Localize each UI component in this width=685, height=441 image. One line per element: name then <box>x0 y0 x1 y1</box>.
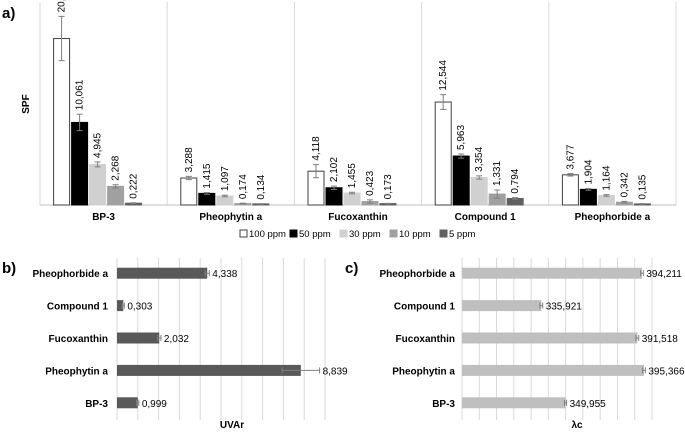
category-label-compound-1: Compound 1 <box>47 302 109 313</box>
panel-a-y-axis-title: SPF <box>21 94 32 113</box>
data-label: 0,173 <box>383 174 394 199</box>
data-label-pheophorbide-a: 4,338 <box>212 269 237 280</box>
data-label: 0,342 <box>619 172 630 197</box>
legend-swatch-100-ppm <box>239 229 248 238</box>
category-label-bp-3: BP-3 <box>85 399 108 410</box>
data-label: 1,455 <box>347 163 358 188</box>
data-label-pheophytin-a: 395,366 <box>648 366 685 377</box>
bar-bp-3-30-ppm <box>89 163 107 206</box>
data-label-bp-3: 349,955 <box>570 399 607 410</box>
data-label-compound-1: 335,921 <box>546 302 583 313</box>
bar-fucoxanthin <box>462 332 638 344</box>
legend-label-10-ppm: 10 ppm <box>399 229 431 240</box>
bar-pheophorbide-a <box>117 267 208 279</box>
category-label-pheophorbide-a: Pheophorbide a <box>575 212 651 223</box>
bar-pheophytin-a-30-ppm <box>216 195 234 206</box>
bar-bp-3-50-ppm <box>71 121 89 206</box>
legend-label-30-ppm: 30 ppm <box>349 229 381 240</box>
category-label-fucoxanthin: Fucoxanthin <box>396 334 455 345</box>
data-label: 2,102 <box>329 157 340 182</box>
legend-swatch-10-ppm <box>389 229 398 238</box>
bar-fucoxanthin-50-ppm <box>325 187 343 206</box>
bar-compound-1-100-ppm <box>434 101 452 206</box>
data-label: 2,268 <box>111 155 122 180</box>
data-label: 1,904 <box>583 159 594 184</box>
panel-a-label: a) <box>2 5 15 22</box>
bar-pheophytin-a <box>117 364 301 376</box>
data-label: 0,222 <box>129 173 140 198</box>
category-label-pheophytin-a: Pheophytin a <box>45 366 108 377</box>
legend-label-5-ppm: 5 ppm <box>449 229 475 240</box>
category-label-pheophorbide-a: Pheophorbide a <box>379 269 455 280</box>
data-label: 3,677 <box>565 144 576 169</box>
bar-pheophorbide-a <box>462 267 643 279</box>
bar-pheophorbide-a-30-ppm <box>597 194 615 206</box>
data-label-compound-1: 0,303 <box>127 302 152 313</box>
category-label-fucoxanthin: Fucoxanthin <box>328 212 387 223</box>
category-label-compound-1: Compound 1 <box>394 302 456 313</box>
legend-swatch-5-ppm <box>439 229 448 238</box>
data-label: 12,544 <box>438 60 449 91</box>
category-label-pheophorbide-a: Pheophorbide a <box>32 269 108 280</box>
data-label: 10,061 <box>75 79 86 110</box>
data-label: 3,354 <box>474 146 485 171</box>
data-label: 1,331 <box>492 161 503 186</box>
data-label-fucoxanthin: 391,518 <box>642 334 679 345</box>
data-label: 0,134 <box>256 174 267 199</box>
panel-c-lambda-chart: c) 394,211 335,921 391,518 395,366 349,955 P… <box>345 258 685 431</box>
legend-label-50-ppm: 50 ppm <box>299 229 331 240</box>
legend-swatch-30-ppm <box>339 229 348 238</box>
data-label: 4,945 <box>93 132 104 157</box>
category-label-pheophytin-a: Pheophytin a <box>392 366 455 377</box>
data-label: 0,174 <box>238 174 249 199</box>
bar-fucoxanthin-30-ppm <box>343 192 361 206</box>
panel-b-label: b) <box>2 260 16 277</box>
data-label: 3,288 <box>184 147 195 172</box>
panel-c-label: c) <box>345 260 358 277</box>
data-label: 1,415 <box>202 163 213 188</box>
bar-bp-3 <box>462 397 566 409</box>
category-label-compound-1: Compound 1 <box>455 212 517 223</box>
legend-label-100-ppm: 100 ppm <box>249 229 286 240</box>
bar-pheophytin-a <box>462 364 644 376</box>
bar-pheophytin-a-50-ppm <box>198 192 216 206</box>
data-label: 20,280 <box>57 0 68 12</box>
panel-b-x-axis-title: UVAr <box>220 420 244 431</box>
data-label: 4,118 <box>311 136 322 161</box>
data-label-bp-3: 0,999 <box>142 399 167 410</box>
data-label: 0,423 <box>365 170 376 195</box>
panel-b-uvar-chart: b) 4,338 0,303 2,032 8,839 0,999 Pheophorbid… <box>2 258 348 431</box>
data-label-pheophorbide-a: 394,211 <box>646 269 682 280</box>
bar-pheophytin-a-100-ppm <box>180 177 198 206</box>
data-label-fucoxanthin: 2,032 <box>164 334 189 345</box>
panel-a-spf-chart: a) SPF 20,280 10,061 4,945 2,268 0,222 3,288 1… <box>2 0 677 240</box>
bar-bp-3 <box>117 397 138 409</box>
data-label: 1,164 <box>601 165 612 190</box>
bar-fucoxanthin <box>117 332 160 344</box>
bar-bp-3-100-ppm <box>53 38 71 206</box>
data-label: 5,963 <box>456 125 467 150</box>
bar-bp-3-10-ppm <box>107 185 125 206</box>
data-label-pheophytin-a: 8,839 <box>323 366 348 377</box>
bar-pheophorbide-a-100-ppm <box>561 174 579 206</box>
data-label: 0,794 <box>510 168 521 193</box>
data-label: 0,135 <box>637 174 648 199</box>
bar-pheophorbide-a-50-ppm <box>579 188 597 206</box>
bar-compound-1-30-ppm <box>470 176 488 206</box>
bar-compound-1-50-ppm <box>452 155 470 206</box>
bar-compound-1 <box>462 300 542 312</box>
legend-swatch-50-ppm <box>289 229 298 238</box>
bar-compound-1 <box>117 300 124 312</box>
category-label-bp-3: BP-3 <box>432 399 455 410</box>
panel-c-x-axis-title: λc <box>571 420 583 431</box>
data-label: 1,097 <box>220 166 231 191</box>
category-label-bp-3: BP-3 <box>92 212 115 223</box>
category-label-fucoxanthin: Fucoxanthin <box>49 334 108 345</box>
category-label-pheophytin-a: Pheophytin a <box>199 212 262 223</box>
